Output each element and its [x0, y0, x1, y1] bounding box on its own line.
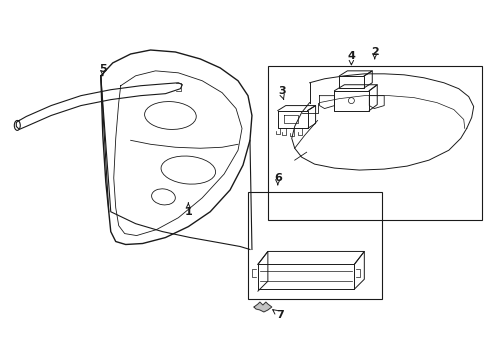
Polygon shape [253, 302, 271, 312]
Text: 6: 6 [273, 173, 281, 183]
Text: 4: 4 [347, 51, 355, 61]
Text: 3: 3 [277, 86, 285, 96]
Text: 7: 7 [275, 310, 283, 320]
Bar [247, 192, 382, 299]
Text: 2: 2 [370, 47, 378, 57]
Text: 5: 5 [99, 64, 106, 74]
Text: 1: 1 [184, 207, 192, 217]
Bar [267, 66, 481, 220]
